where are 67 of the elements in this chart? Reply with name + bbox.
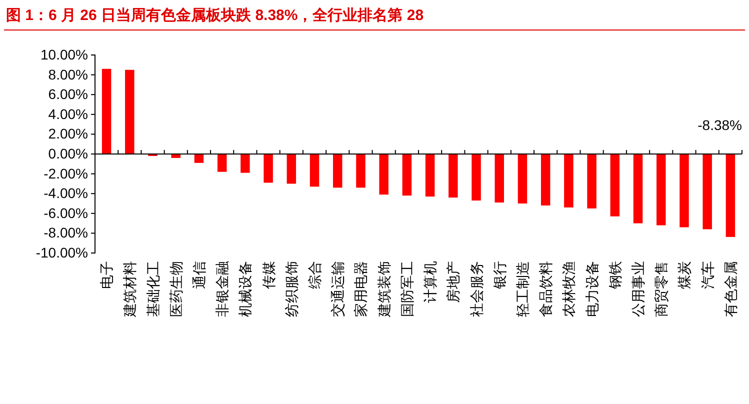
y-tick-label: 10.00% (40, 46, 88, 62)
x-tick-label: 建筑材料 (122, 261, 138, 318)
x-tick-label: 传媒 (260, 261, 276, 289)
bar (472, 154, 481, 201)
y-tick-label: 8.00% (48, 66, 88, 82)
y-tick-label: -2.00% (44, 165, 88, 182)
bar (564, 154, 574, 208)
x-tick-label: 公用事业 (630, 261, 646, 317)
bar (402, 154, 412, 196)
x-tick-label: 电子 (98, 261, 115, 289)
annotation: -8.38% (698, 117, 742, 134)
x-tick-label: 家用电器 (352, 261, 369, 317)
bar (587, 154, 596, 208)
x-tick-label: 煤炭 (676, 261, 692, 289)
bar (633, 154, 643, 224)
x-tick-label: 国防军工 (398, 261, 415, 317)
bar (540, 154, 550, 206)
x-tick-label: 计算机 (422, 261, 438, 303)
bar (125, 70, 134, 154)
bar (264, 154, 273, 183)
bar (310, 154, 320, 187)
y-tick-label: -4.00% (44, 185, 88, 202)
x-tick-label: 非银金融 (214, 261, 230, 317)
x-tick-label: 综合 (306, 261, 323, 289)
x-tick-label: 轻工制造 (514, 261, 530, 317)
x-tick-label: 电力设备 (584, 261, 600, 317)
y-tick-label: 2.00% (48, 126, 88, 142)
bar (356, 154, 366, 188)
bar (702, 154, 712, 230)
x-tick-label: 纺织服饰 (283, 261, 300, 317)
x-tick-label: 银行 (491, 261, 508, 290)
y-tick-label: -10.00% (36, 244, 88, 260)
bar (448, 154, 458, 198)
bar (217, 154, 227, 172)
y-tick-label: -6.00% (44, 204, 88, 221)
bar (102, 68, 112, 154)
x-tick-label: 通信 (190, 261, 207, 289)
bar (680, 154, 689, 228)
y-tick-label: 6.00% (48, 86, 88, 102)
chart-title: 图 1：6 月 26 日当周有色金属板块跌 8.38%，全行业排名第 28 (6, 7, 424, 24)
bar (610, 154, 620, 216)
x-tick-label: 有色金属 (722, 261, 738, 317)
bar (286, 154, 296, 184)
y-tick-label: 4.00% (48, 106, 88, 122)
bar (518, 154, 528, 204)
bar (494, 154, 504, 203)
x-tick-label: 钢铁 (606, 261, 623, 290)
y-tick-label: -8.00% (44, 224, 88, 241)
x-tick-label: 社会服务 (468, 261, 484, 317)
x-tick-label: 建筑装饰 (376, 261, 392, 318)
x-tick-label: 医药生物 (168, 261, 184, 317)
x-tick-label: 机械设备 (237, 261, 254, 317)
x-tick-label: 交通运输 (330, 261, 346, 317)
x-tick-label: 商贸零售 (653, 261, 670, 317)
x-tick-label: 房地产 (445, 261, 462, 303)
x-tick-label: 汽车 (699, 261, 716, 289)
bar (240, 154, 250, 173)
bar (333, 154, 342, 188)
x-tick-label: 食品饮料 (538, 261, 554, 317)
bar (194, 154, 204, 163)
bar (726, 154, 736, 237)
x-tick-label: 基础化工 (144, 261, 161, 317)
bar (379, 154, 388, 195)
y-tick-label: 0.00% (48, 145, 88, 162)
x-tick-label: 农林牧渔 (560, 261, 577, 317)
bar (425, 154, 435, 197)
bar (656, 154, 666, 226)
